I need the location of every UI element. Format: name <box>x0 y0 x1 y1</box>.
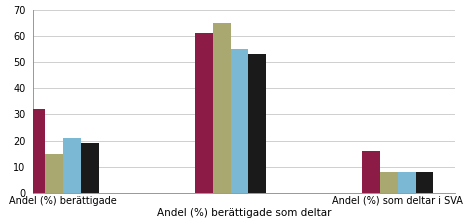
Bar <box>416 172 433 193</box>
Bar <box>248 54 266 193</box>
Bar <box>81 143 99 193</box>
Bar <box>213 23 230 193</box>
Bar <box>63 138 81 193</box>
Bar <box>363 151 380 193</box>
Bar <box>195 33 213 193</box>
X-axis label: Andel (%) berättigade som deltar: Andel (%) berättigade som deltar <box>157 209 331 218</box>
Bar <box>398 172 416 193</box>
Bar <box>230 49 248 193</box>
Bar <box>46 154 63 193</box>
Bar <box>380 172 398 193</box>
Bar <box>28 109 46 193</box>
